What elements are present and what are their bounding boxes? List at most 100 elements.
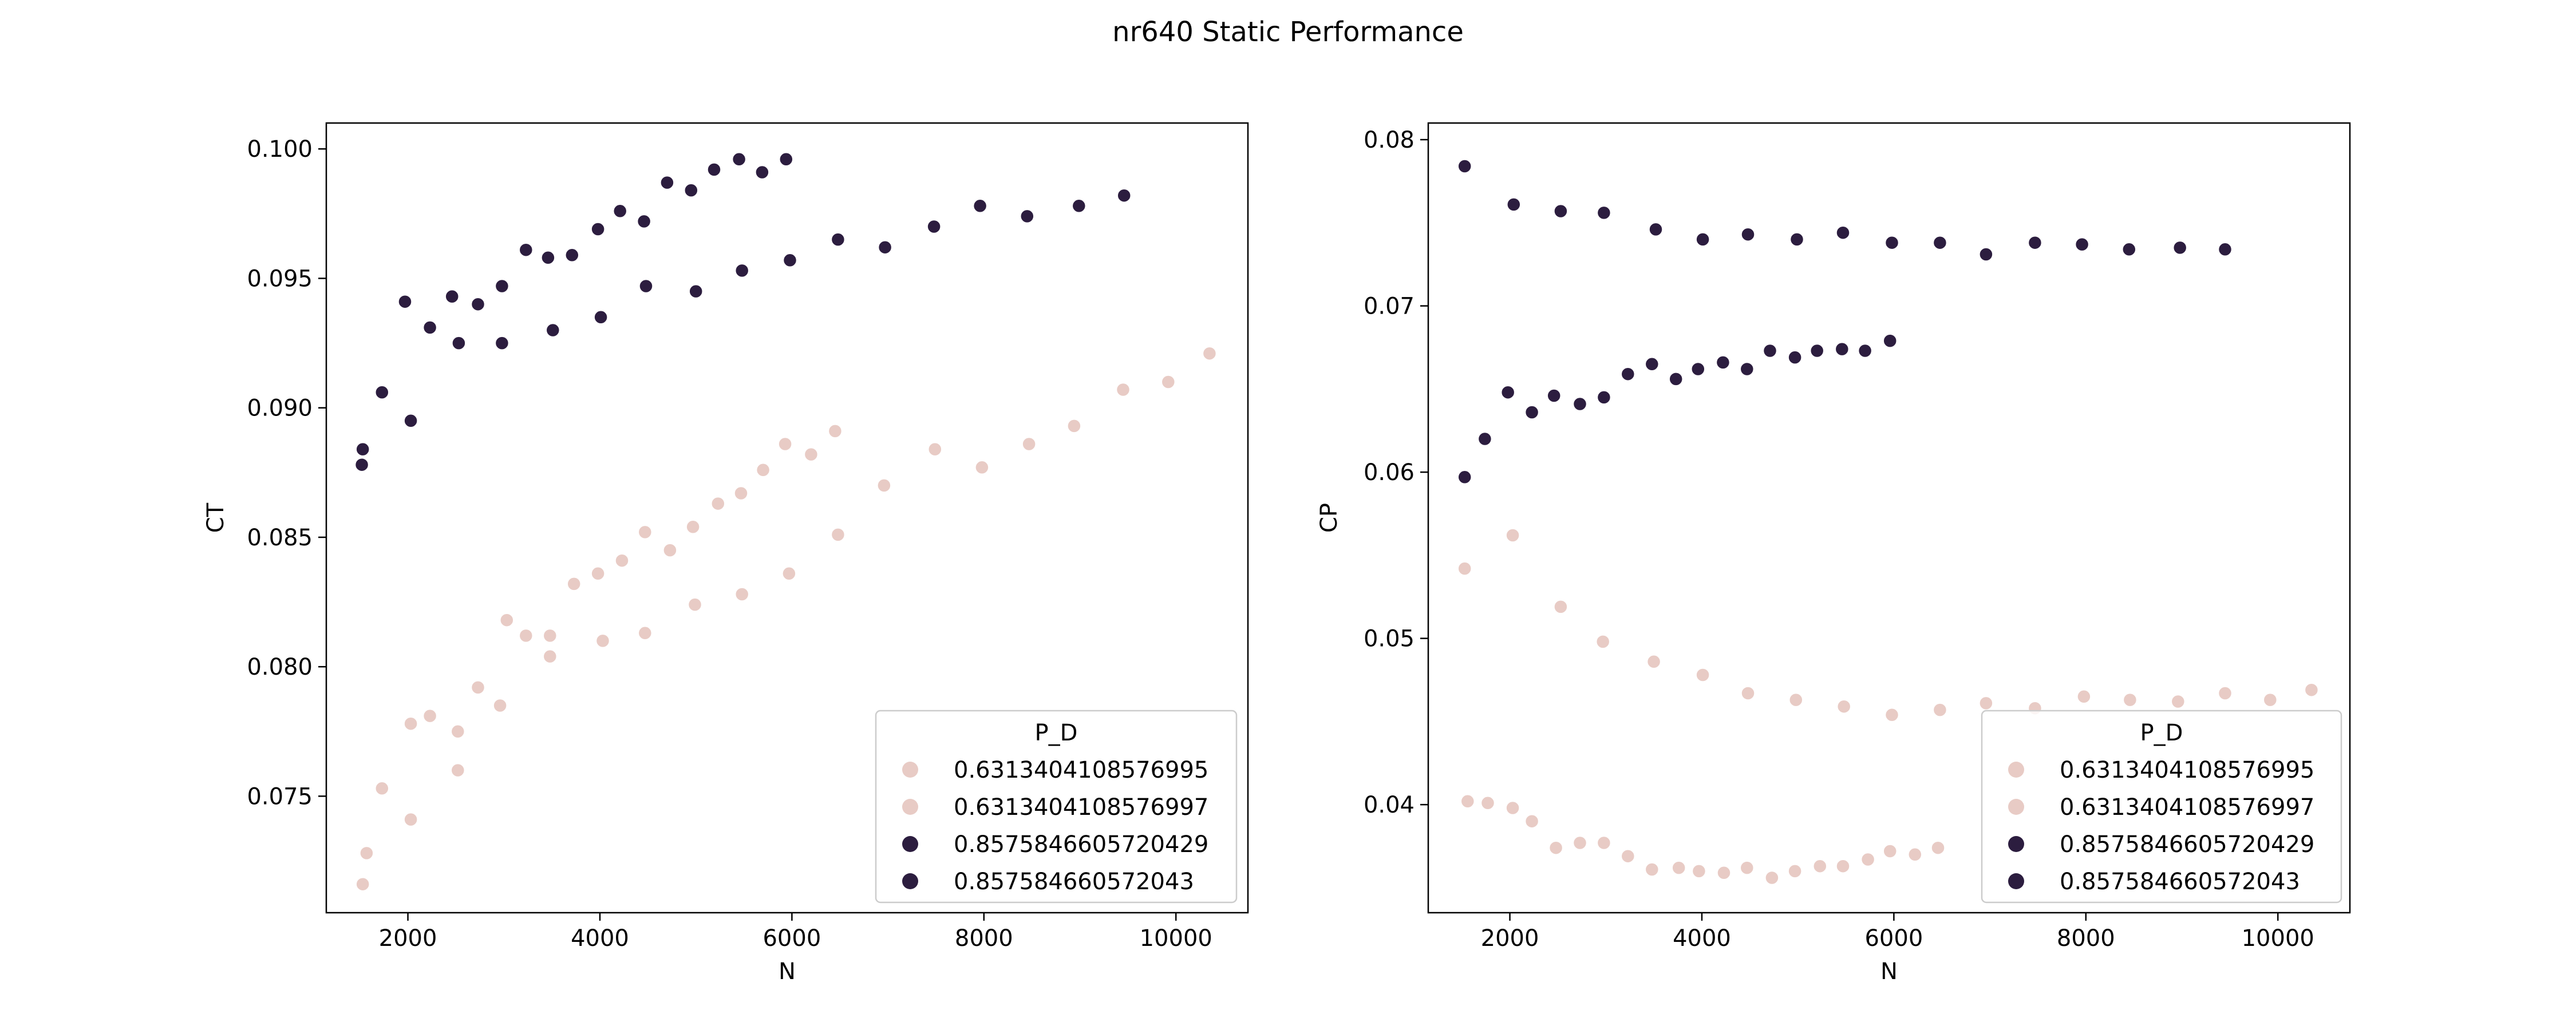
data-point <box>1621 367 1635 381</box>
data-point <box>1645 357 1660 371</box>
data-point <box>1554 600 1568 614</box>
legend-title: P_D <box>2140 720 2183 746</box>
legend-box <box>1981 710 2342 904</box>
data-point <box>637 214 651 229</box>
data-point <box>1669 372 1683 386</box>
series-3 <box>1457 159 2233 262</box>
data-point <box>638 525 653 540</box>
data-point <box>452 336 466 350</box>
data-point <box>471 680 485 695</box>
data-point <box>495 336 509 350</box>
data-point <box>2122 242 2136 257</box>
data-point <box>1067 419 1081 433</box>
data-point <box>686 520 700 534</box>
data-point <box>663 543 677 557</box>
data-point <box>594 310 608 324</box>
data-point <box>471 297 485 311</box>
data-point <box>1836 859 1850 873</box>
data-point <box>1884 235 1899 250</box>
data-point <box>1597 835 1611 850</box>
data-point <box>688 597 702 612</box>
series-0 <box>1460 794 1945 885</box>
data-point <box>1020 209 1034 224</box>
data-point <box>1858 343 1872 358</box>
data-point <box>1457 470 1472 485</box>
data-point <box>355 442 370 457</box>
figure-title: nr640 Static Performance <box>1112 16 1464 48</box>
data-point <box>404 414 418 428</box>
x-tick-label: 4000 <box>571 925 629 952</box>
y-tick-label: 0.08 <box>1364 127 1415 153</box>
data-point <box>500 613 514 627</box>
data-point <box>1548 841 1563 855</box>
data-point <box>1835 342 1850 356</box>
data-point <box>831 232 846 247</box>
data-point <box>1788 864 1802 878</box>
y-tick-label: 0.06 <box>1364 459 1415 486</box>
data-point <box>1765 870 1779 885</box>
data-point <box>1646 655 1661 669</box>
data-point <box>711 496 725 511</box>
legend-label: 0.857584660572043 <box>954 869 1194 895</box>
data-point <box>660 175 674 190</box>
legend-marker <box>2008 873 2024 889</box>
y-tick-label: 0.100 <box>247 136 313 163</box>
data-point <box>355 877 370 892</box>
data-point <box>638 626 653 640</box>
legend-label: 0.8575846605720429 <box>954 831 1208 858</box>
legend-label: 0.6313404108576995 <box>2060 757 2314 783</box>
legend-marker <box>902 873 918 889</box>
legend-entry: 0.8575846605720429 <box>2008 831 2314 858</box>
data-point <box>1741 686 1755 700</box>
data-point <box>1717 866 1731 880</box>
series-3 <box>354 188 1131 472</box>
data-point <box>1836 225 1850 240</box>
series-1 <box>1457 528 2319 722</box>
legend-label: 0.8575846605720429 <box>2060 831 2314 858</box>
data-point <box>1117 188 1131 203</box>
data-point <box>1836 699 1851 714</box>
data-point <box>1022 437 1036 451</box>
data-point <box>639 279 653 294</box>
y-tick-label: 0.04 <box>1364 792 1415 818</box>
legend-marker <box>2008 836 2024 852</box>
data-point <box>1480 796 1495 810</box>
data-point <box>2218 686 2233 700</box>
data-point <box>404 716 418 731</box>
data-point <box>1595 635 1610 649</box>
data-point <box>591 566 605 581</box>
data-point <box>375 781 389 796</box>
data-point <box>519 628 534 643</box>
data-point <box>828 424 843 438</box>
data-point <box>1860 852 1875 867</box>
legend-entry: 0.6313404108576995 <box>902 757 1208 783</box>
x-tick-label: 6000 <box>762 925 821 952</box>
data-point <box>543 628 558 643</box>
data-point <box>1645 862 1660 877</box>
data-point <box>546 323 560 338</box>
y-tick-label: 0.080 <box>247 654 313 680</box>
data-point <box>1507 197 1521 212</box>
legend-title: P_D <box>1035 720 1078 746</box>
data-point <box>1573 397 1587 411</box>
data-point <box>1500 385 1515 399</box>
data-point <box>734 263 749 278</box>
data-point <box>375 385 389 399</box>
data-point <box>1883 844 1897 858</box>
data-point <box>1979 247 1993 262</box>
data-point <box>831 528 846 542</box>
x-tick-label: 10000 <box>2242 925 2314 952</box>
legend-marker <box>902 799 918 815</box>
x-tick-label: 4000 <box>1673 925 1731 952</box>
data-point <box>1933 703 1947 717</box>
series-2 <box>1457 334 1897 485</box>
legend-entry: 0.6313404108576997 <box>902 794 1208 821</box>
data-point <box>422 320 437 335</box>
data-point <box>2077 690 2091 704</box>
data-point <box>2075 237 2089 252</box>
data-point <box>2263 692 2278 707</box>
legend-entry: 0.6313404108576995 <box>2008 757 2314 783</box>
data-point <box>1933 235 1947 250</box>
data-point <box>734 587 749 601</box>
data-point <box>1554 204 1568 219</box>
